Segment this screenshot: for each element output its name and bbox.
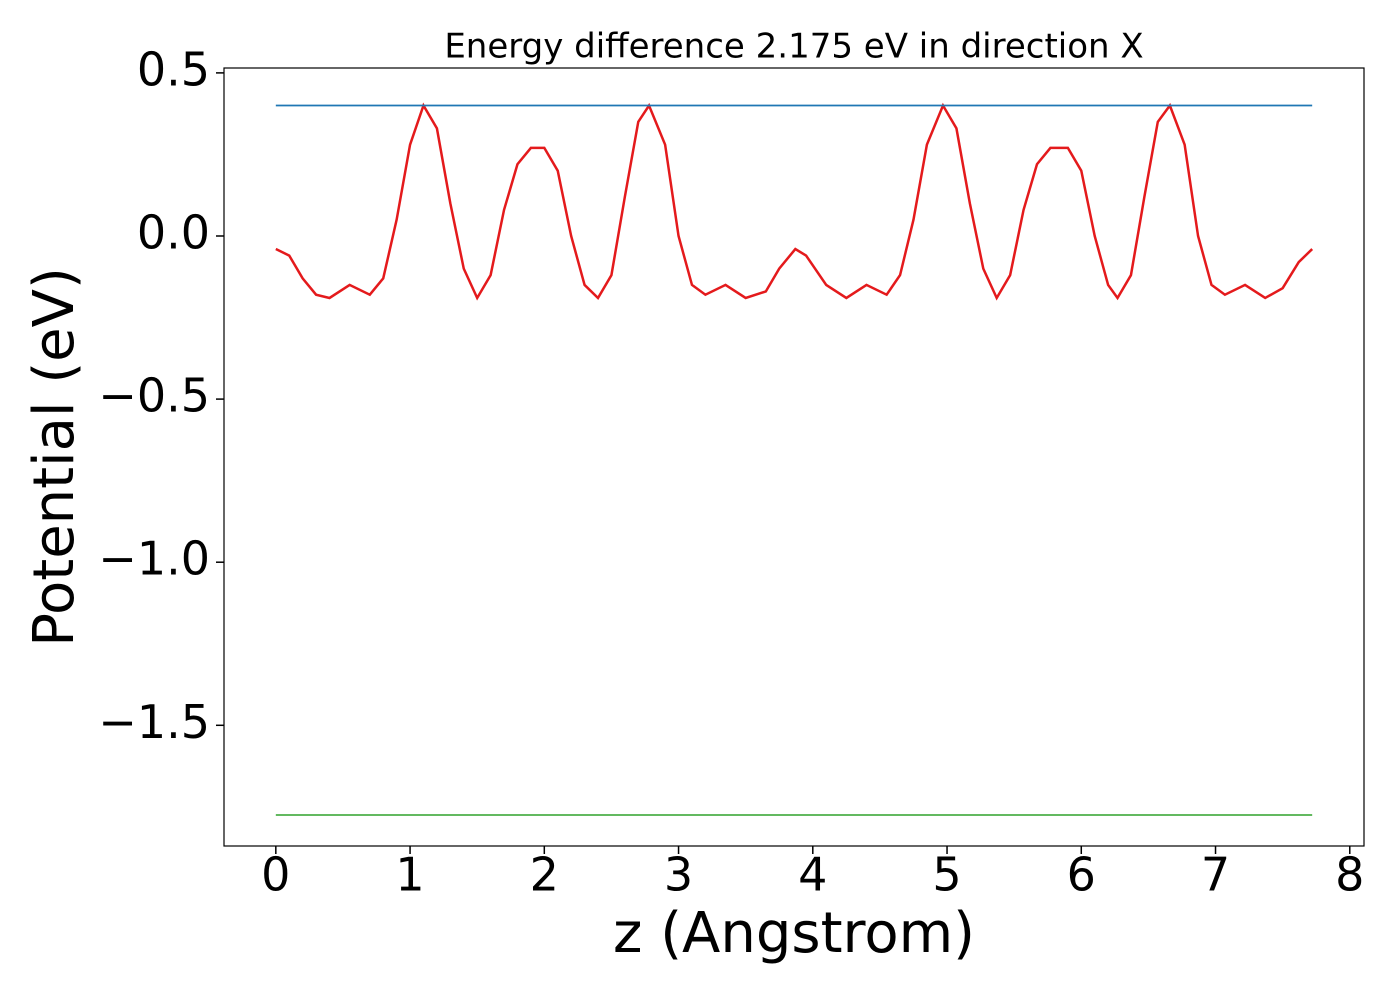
x-tick-label: 4 xyxy=(798,848,827,902)
x-tick-label: 1 xyxy=(395,848,424,902)
y-tick-label: −1.0 xyxy=(98,532,210,586)
x-tick-label: 0 xyxy=(261,848,290,902)
y-tick-label: 0.5 xyxy=(137,42,210,96)
chart-title: Energy difference 2.175 eV in direction … xyxy=(444,27,1143,67)
x-tick-label: 7 xyxy=(1201,848,1230,902)
x-tick-label: 6 xyxy=(1067,848,1096,902)
y-tick-label: −0.5 xyxy=(98,369,210,423)
x-axis-label: z (Angstrom) xyxy=(613,901,975,966)
y-axis-label: Potential (eV) xyxy=(22,267,87,647)
data-line xyxy=(275,102,1314,301)
y-tick-label: 0.0 xyxy=(137,205,210,259)
x-tick-label: 2 xyxy=(530,848,559,902)
x-tick-label: 5 xyxy=(932,848,961,902)
plot-frame xyxy=(223,67,1365,847)
y-tick-label: −1.5 xyxy=(98,695,210,749)
x-tick-label: 8 xyxy=(1335,848,1364,902)
x-tick-label: 3 xyxy=(664,848,693,902)
